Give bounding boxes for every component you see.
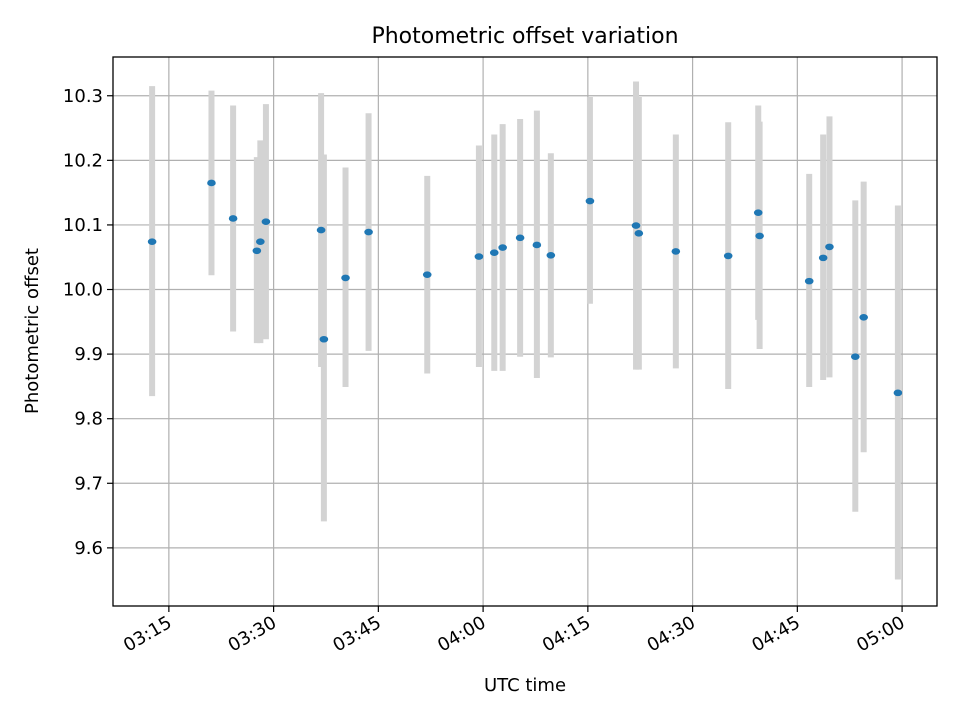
data-point (634, 230, 644, 237)
data-point (804, 277, 814, 285)
data-point (261, 218, 271, 225)
y-tick-label: 9.7 (74, 473, 103, 494)
y-tick-label: 9.6 (74, 538, 103, 559)
data-point (631, 222, 641, 229)
data-point (422, 271, 432, 278)
data-point (364, 228, 373, 236)
data-point (498, 244, 507, 251)
data-point (850, 353, 860, 360)
data-point (474, 253, 484, 260)
data-point (755, 232, 764, 240)
x-axis-label: UTC time (484, 675, 566, 696)
data-point (671, 248, 681, 255)
y-tick-label: 9.9 (74, 344, 103, 365)
data-point (546, 251, 556, 259)
data-point (489, 249, 499, 257)
data-point (147, 238, 157, 246)
plot-frame (112, 56, 938, 607)
data-point (723, 252, 733, 260)
y-tick-label: 10.2 (63, 150, 103, 171)
data-point (252, 247, 262, 255)
y-tick-label: 10.3 (63, 86, 103, 107)
data-point (818, 254, 828, 262)
data-points (147, 179, 903, 397)
data-point (532, 241, 542, 249)
data-point (316, 226, 326, 234)
data-point (515, 234, 525, 242)
data-point (256, 238, 265, 246)
chart-title: Photometric offset variation (371, 24, 678, 49)
data-point (341, 274, 350, 282)
data-point (753, 209, 763, 216)
data-point (859, 313, 868, 321)
y-axis: 9.6 9.7 9.8 9.9 10.0 10.1 10.2 10.3 (63, 86, 113, 559)
y-tick-label: 10.1 (63, 215, 103, 236)
data-point (319, 335, 329, 343)
y-axis-label: Photometric offset (22, 248, 43, 414)
gridlines (113, 57, 937, 606)
y-tick-label: 9.8 (74, 409, 103, 430)
data-point (825, 243, 834, 251)
y-tick-label: 10.0 (63, 280, 103, 301)
data-point (207, 179, 216, 187)
data-point (893, 389, 903, 397)
data-point (585, 197, 595, 205)
data-point (228, 215, 238, 222)
